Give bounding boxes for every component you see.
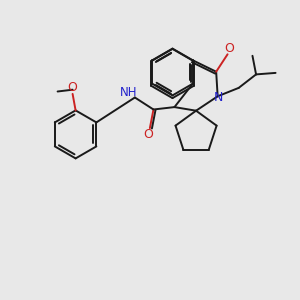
- Text: O: O: [143, 128, 153, 141]
- Text: NH: NH: [119, 86, 137, 99]
- Text: O: O: [225, 42, 235, 56]
- Text: O: O: [68, 81, 77, 94]
- Text: N: N: [214, 91, 223, 104]
